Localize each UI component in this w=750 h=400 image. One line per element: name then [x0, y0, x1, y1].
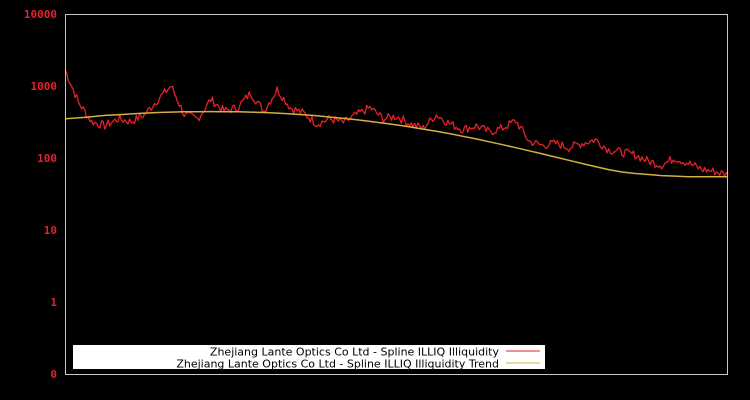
- y-tick-label: 100: [37, 152, 57, 165]
- legend-label-trend: Zhejiang Lante Optics Co Ltd - Spline IL…: [176, 358, 499, 371]
- y-tick-label: 10: [44, 224, 57, 237]
- series-layer: [64, 69, 729, 178]
- legend-box: [73, 345, 545, 369]
- y-tick-label: 0: [50, 368, 57, 381]
- plot-frame: [65, 14, 728, 375]
- y-tick-label: 10000: [24, 8, 57, 21]
- y-tick-label: 1: [50, 296, 57, 309]
- series-illiquidity-line: [64, 69, 729, 178]
- legend-label-illiquidity: Zhejiang Lante Optics Co Ltd - Spline IL…: [210, 346, 500, 359]
- y-tick-label: 1000: [31, 80, 58, 93]
- legend: Zhejiang Lante Optics Co Ltd - Spline IL…: [73, 345, 545, 371]
- series-trend-line: [64, 110, 728, 178]
